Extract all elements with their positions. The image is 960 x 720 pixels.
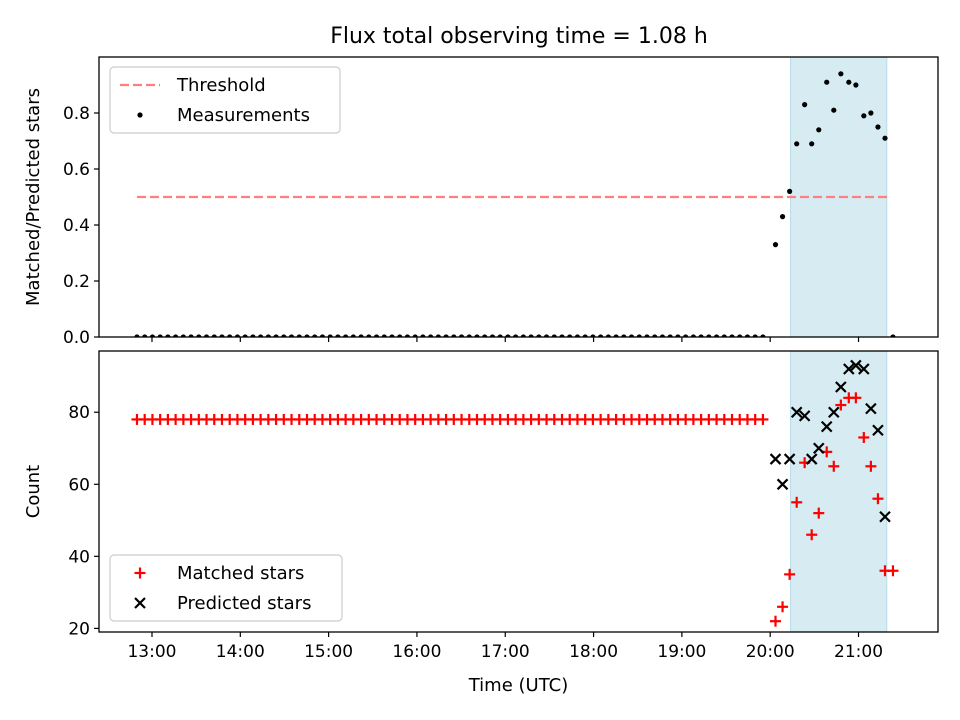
y-axis-label: Matched/Predicted stars — [23, 88, 44, 306]
data-point — [838, 71, 844, 77]
data-point — [816, 127, 822, 133]
legend-label: Measurements — [177, 105, 310, 126]
data-point — [777, 601, 789, 613]
data-point — [779, 214, 786, 220]
data-point — [850, 359, 862, 372]
legend-handle — [134, 567, 146, 579]
legend: Threshold Measurements — [109, 66, 341, 134]
data-point — [858, 431, 870, 443]
series-matched-stars — [131, 392, 899, 627]
data-point — [882, 135, 888, 141]
data-point — [835, 399, 847, 411]
figure-title: Flux total observing time = 1.08 h — [330, 24, 708, 49]
x-tick-label: 13:00 — [127, 642, 176, 662]
data-point — [798, 410, 811, 422]
data-point — [783, 453, 796, 465]
y-tick-label: 0.2 — [63, 272, 90, 292]
data-point — [776, 478, 789, 491]
legend-label: Threshold — [176, 75, 266, 96]
x-tick-label: 21:00 — [834, 642, 883, 662]
data-point — [806, 529, 818, 541]
legend-label: Predicted stars — [177, 593, 311, 614]
data-point — [809, 141, 815, 147]
y-tick-label: 0.8 — [63, 104, 90, 124]
data-point — [853, 82, 859, 88]
data-point — [875, 124, 881, 130]
data-point — [812, 442, 825, 455]
data-point — [784, 568, 796, 580]
y-tick-label: 0.0 — [63, 328, 90, 348]
y-axis-label: Count — [23, 465, 44, 518]
data-point — [850, 392, 862, 404]
data-point — [828, 460, 840, 472]
data-point — [843, 363, 855, 375]
axes-frame — [98, 56, 939, 338]
x-tick-label: 16:00 — [392, 642, 441, 662]
data-point — [846, 79, 852, 85]
x-tick-label: 19:00 — [657, 642, 706, 662]
data-point — [805, 453, 818, 465]
data-point — [769, 453, 782, 465]
x-tick-label: 18:00 — [569, 642, 618, 662]
data-point — [772, 242, 779, 248]
y-tick-label: 80 — [68, 403, 90, 423]
y-tick-label: 0.6 — [63, 160, 90, 180]
y-tick-label: 20 — [68, 619, 90, 639]
data-point — [802, 102, 808, 108]
data-point — [791, 496, 803, 508]
x-tick-label: 20:00 — [746, 642, 795, 662]
y-tick-label: 60 — [68, 475, 90, 495]
data-point — [757, 413, 769, 425]
data-point — [790, 406, 803, 419]
x-tick-label: 15:00 — [304, 642, 353, 662]
x-tick-label: 17:00 — [481, 642, 530, 662]
data-point — [794, 141, 800, 147]
legend-handle — [134, 597, 146, 609]
highlight-span — [790, 350, 888, 633]
data-point — [872, 493, 884, 505]
legend: Matched stars Predicted stars — [109, 554, 343, 622]
x-tick-label: 14:00 — [216, 642, 265, 662]
data-point — [865, 460, 877, 472]
data-point — [879, 510, 891, 523]
legend-handle — [137, 112, 143, 118]
y-tick-label: 40 — [68, 547, 90, 567]
data-point — [831, 107, 837, 113]
data-point — [872, 424, 884, 437]
data-point — [858, 363, 870, 375]
data-point — [824, 79, 830, 85]
data-point — [828, 406, 840, 419]
data-point — [820, 420, 833, 433]
data-point — [861, 113, 867, 119]
data-point — [769, 615, 781, 627]
data-point — [835, 381, 847, 393]
x-axis-label: Time (UTC) — [468, 675, 569, 696]
data-point — [865, 402, 877, 415]
axes-frame — [98, 350, 939, 633]
data-point — [787, 188, 793, 194]
legend-label: Matched stars — [177, 563, 304, 584]
count-panel: 20 40 60 80 13:00 14:00 15:00 16:00 17:00 18:00 19… — [23, 350, 939, 696]
y-tick-label: 0.4 — [63, 216, 90, 236]
data-point — [813, 507, 825, 519]
data-point — [887, 565, 899, 577]
data-point — [868, 110, 874, 116]
series-predicted-stars — [769, 359, 891, 523]
ratio-panel: 0.0 0.2 0.4 0.6 0.8 Matched/Predicted stars Th… — [23, 56, 939, 348]
